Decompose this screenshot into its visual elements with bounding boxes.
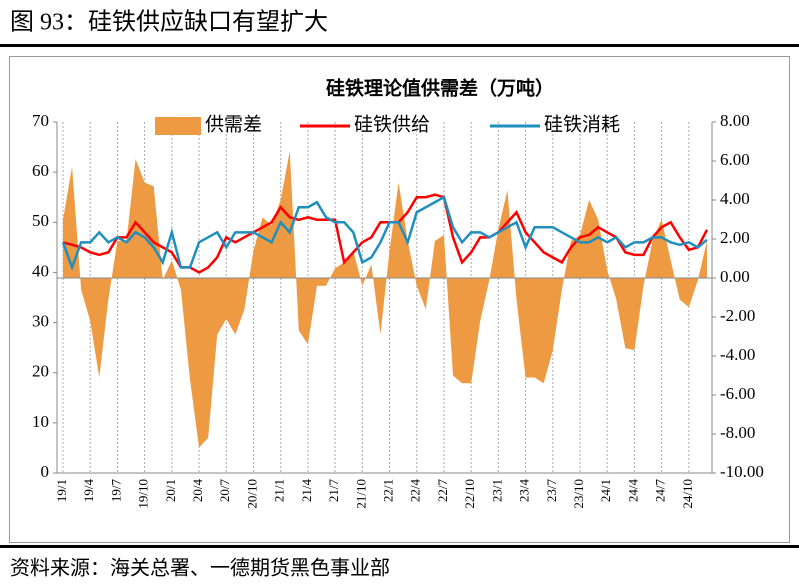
- x-tick-label: 24/10: [680, 479, 695, 509]
- x-tick-label: 21/7: [326, 479, 341, 503]
- x-tick-label: 19/10: [136, 479, 151, 509]
- x-tick-label: 19/1: [54, 479, 69, 502]
- x-tick-label: 19/7: [108, 479, 123, 503]
- y2-tick-label: -6.00: [720, 384, 755, 403]
- y2-tick-label: -8.00: [720, 423, 755, 442]
- x-tick-label: 23/7: [544, 479, 559, 503]
- legend-swatch: [155, 117, 201, 135]
- x-tick-label: 22/1: [381, 479, 396, 502]
- x-tick-label: 21/10: [353, 479, 368, 509]
- header-rule: [0, 44, 799, 47]
- x-tick-label: 19/4: [81, 479, 96, 503]
- y-tick-label: 20: [32, 362, 49, 381]
- x-tick-label: 22/7: [435, 479, 450, 503]
- y2-tick-label: -4.00: [720, 345, 755, 364]
- legend-label: 硅铁供给: [354, 113, 430, 135]
- y2-tick-label: 6.00: [720, 150, 750, 169]
- y-tick-label: 0: [41, 462, 50, 481]
- x-tick-label: 21/4: [299, 479, 314, 503]
- x-tick-label: 23/4: [517, 479, 532, 503]
- x-tick-label: 24/4: [625, 479, 640, 503]
- footer-rule: [0, 545, 799, 548]
- y-tick-label: 50: [32, 211, 49, 230]
- y2-tick-label: 8.00: [720, 111, 750, 130]
- y2-tick-label: -10.00: [720, 462, 764, 481]
- x-tick-label: 24/1: [598, 479, 613, 502]
- y2-tick-label: 2.00: [720, 228, 750, 247]
- x-tick-label: 20/7: [217, 479, 232, 503]
- y-tick-label: 10: [32, 412, 49, 431]
- x-tick-label: 20/10: [244, 479, 259, 509]
- x-tick-label: 20/1: [163, 479, 178, 502]
- chart-frame: [9, 56, 790, 543]
- header-title: 图 93：硅铁供应缺口有望扩大: [10, 9, 328, 36]
- area: [63, 151, 707, 448]
- chart-title: 硅铁理论值供需差（万吨）: [326, 76, 554, 99]
- x-tick-label: 23/10: [571, 479, 586, 509]
- y-tick-label: 30: [32, 311, 49, 330]
- y-tick-label: 40: [32, 261, 49, 280]
- x-tick-label: 22/10: [462, 479, 477, 509]
- y2-tick-label: -2.00: [720, 306, 755, 325]
- x-tick-label: 24/7: [653, 479, 668, 503]
- line: [62, 193, 709, 274]
- y2-tick-label: 4.00: [720, 189, 750, 208]
- footer-source: 资料来源：海关总署、一德期货黑色事业部: [10, 557, 390, 580]
- y2-tick-label: 0.00: [720, 267, 750, 286]
- y-tick-label: 70: [32, 111, 49, 130]
- line: [61, 195, 708, 272]
- y-tick-label: 60: [32, 161, 49, 180]
- x-tick-label: 20/4: [190, 479, 205, 503]
- legend-label: 供需差: [205, 113, 262, 135]
- x-tick-label: 22/4: [408, 479, 423, 503]
- x-tick-label: 21/1: [272, 479, 287, 502]
- x-tick-label: 23/1: [489, 479, 504, 502]
- legend-label: 硅铁消耗: [544, 113, 620, 135]
